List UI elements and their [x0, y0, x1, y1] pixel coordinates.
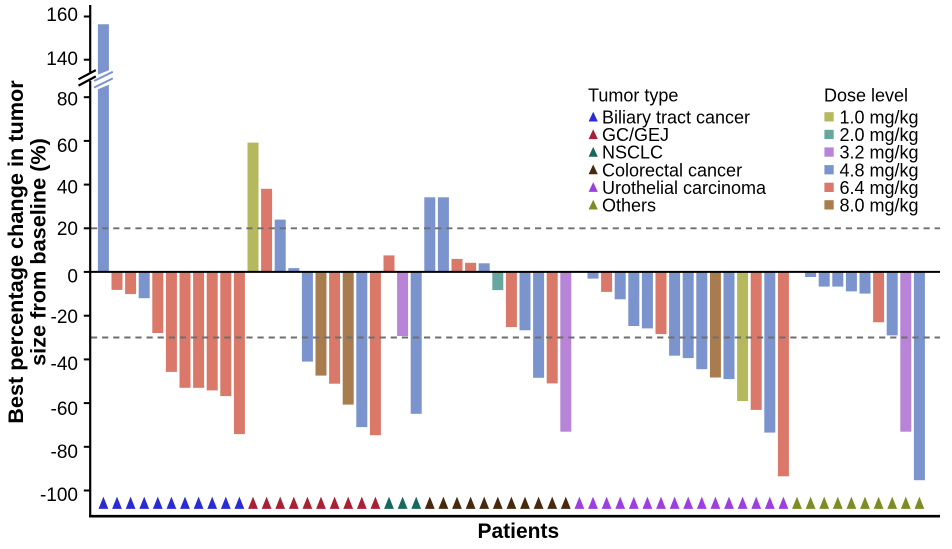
svg-text:NSCLC: NSCLC — [602, 143, 663, 163]
svg-text:-40: -40 — [51, 354, 78, 375]
svg-text:-20: -20 — [51, 307, 78, 328]
svg-text:Patients: Patients — [477, 520, 559, 543]
svg-text:6.4 mg/kg: 6.4 mg/kg — [840, 178, 919, 198]
svg-text:GC/GEJ: GC/GEJ — [602, 125, 669, 145]
svg-text:Best percentage change in tumo: Best percentage change in tumor — [3, 80, 28, 424]
svg-text:60: 60 — [57, 136, 78, 157]
svg-text:Dose level: Dose level — [824, 85, 908, 105]
svg-text:160: 160 — [46, 5, 78, 26]
svg-text:80: 80 — [57, 89, 78, 110]
svg-text:-100: -100 — [40, 485, 78, 506]
svg-text:1.0 mg/kg: 1.0 mg/kg — [840, 108, 919, 128]
svg-text:2.0 mg/kg: 2.0 mg/kg — [840, 125, 919, 145]
svg-text:Colorectal cancer: Colorectal cancer — [602, 160, 742, 180]
svg-text:Others: Others — [602, 196, 656, 216]
svg-text:-80: -80 — [51, 442, 78, 463]
svg-text:20: 20 — [57, 219, 78, 240]
svg-text:size from baseline (%): size from baseline (%) — [25, 138, 50, 366]
svg-text:40: 40 — [57, 177, 78, 198]
svg-text:3.2 mg/kg: 3.2 mg/kg — [840, 143, 919, 163]
svg-text:Urothelial carcinoma: Urothelial carcinoma — [602, 178, 767, 198]
svg-text:140: 140 — [46, 49, 78, 70]
svg-text:8.0 mg/kg: 8.0 mg/kg — [840, 196, 919, 216]
svg-text:Tumor type: Tumor type — [588, 85, 678, 105]
svg-text:4.8 mg/kg: 4.8 mg/kg — [840, 160, 919, 180]
svg-text:0: 0 — [67, 267, 78, 288]
svg-text:Biliary tract cancer: Biliary tract cancer — [602, 108, 750, 128]
svg-text:-60: -60 — [51, 399, 78, 420]
